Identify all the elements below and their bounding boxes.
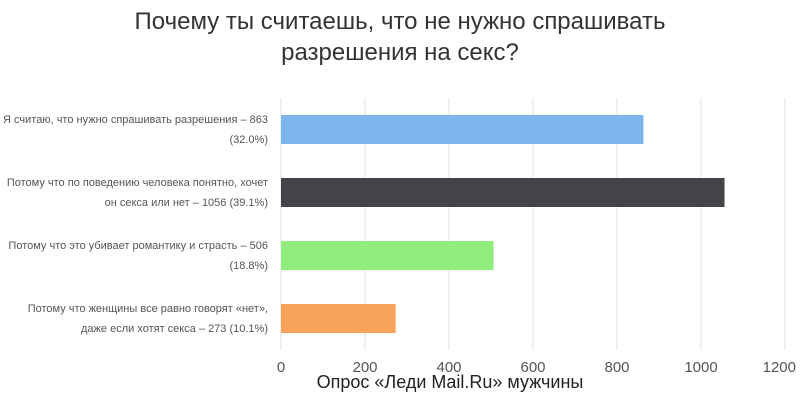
bar	[281, 178, 725, 207]
x-tick-label: 1200	[763, 359, 796, 376]
caption: Опрос «Леди Mail.Ru» мужчины	[316, 372, 584, 392]
y-tick-label: Потому что по поведению человека понятно…	[6, 176, 268, 209]
bar	[281, 115, 644, 144]
y-tick-label: Потому что это убивает романтику и страс…	[8, 239, 268, 272]
chart-title: Почему ты считаешь, что не нужно спрашив…	[134, 8, 666, 66]
x-tick-label: 400	[436, 359, 461, 376]
x-tick-label: 200	[352, 359, 377, 376]
x-tick-label: 600	[520, 359, 545, 376]
y-tick-label: Я считаю, что нужно спрашивать разрешени…	[3, 113, 268, 146]
bar	[281, 241, 494, 270]
bar	[281, 304, 396, 333]
y-tick-label: Потому что женщины все равно говорят «не…	[27, 302, 268, 335]
x-tick-label: 800	[604, 359, 629, 376]
x-tick-label: 0	[277, 359, 285, 376]
x-tick-label: 1000	[684, 359, 717, 376]
